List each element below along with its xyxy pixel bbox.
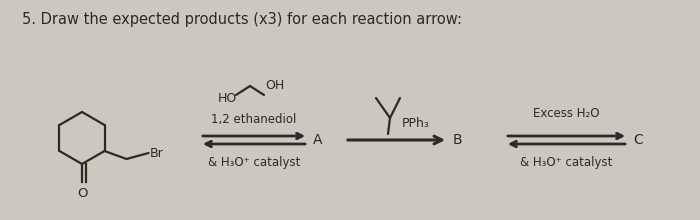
Text: OH: OH (265, 79, 284, 92)
Text: O: O (78, 187, 88, 200)
Text: Br: Br (150, 147, 163, 160)
Text: 1,2 ethanediol: 1,2 ethanediol (211, 113, 297, 126)
Text: & H₃O⁺ catalyst: & H₃O⁺ catalyst (208, 156, 300, 169)
Text: & H₃O⁺ catalyst: & H₃O⁺ catalyst (520, 156, 612, 169)
Text: HO: HO (218, 92, 237, 104)
Text: A: A (313, 133, 323, 147)
Text: 5. Draw the expected products (x3) for each reaction arrow:: 5. Draw the expected products (x3) for e… (22, 12, 462, 27)
Text: C: C (633, 133, 643, 147)
Text: PPh₃: PPh₃ (402, 117, 430, 130)
Text: Excess H₂O: Excess H₂O (533, 107, 600, 120)
Text: B: B (453, 133, 463, 147)
